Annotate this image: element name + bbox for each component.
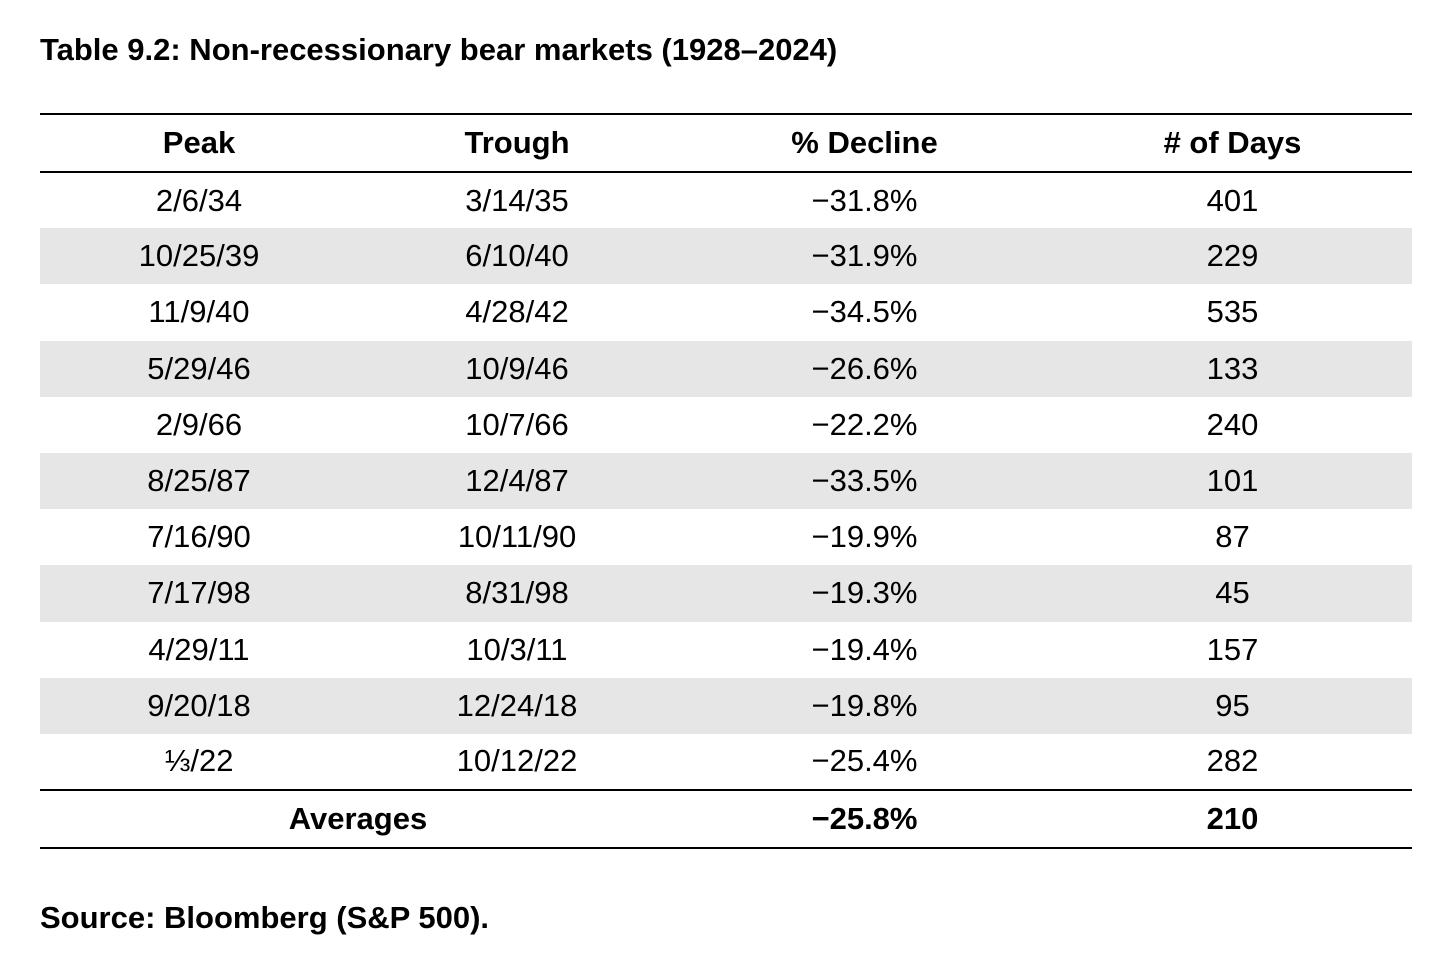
cell-trough: 12/24/18 xyxy=(456,687,578,723)
header-days: # of Days xyxy=(1163,125,1302,160)
table-row: 11/9/40 4/28/42 −34.5% 535 xyxy=(40,284,1412,340)
cell-days: 101 xyxy=(1206,463,1259,499)
cell-days: 133 xyxy=(1206,350,1259,386)
cell-decline: −19.9% xyxy=(811,519,918,555)
cell-peak: 5/29/46 xyxy=(147,350,251,386)
table-row: 7/17/98 8/31/98 −19.3% 45 xyxy=(40,565,1412,622)
table-row: 7/16/90 10/11/90 −19.9% 87 xyxy=(40,509,1412,565)
table-body: 2/6/34 3/14/35 −31.8% 401 10/25/39 6/10/… xyxy=(40,172,1412,790)
cell-peak: 8/25/87 xyxy=(147,463,251,499)
cell-trough: 4/28/42 xyxy=(465,294,569,330)
cell-trough: 10/9/46 xyxy=(465,350,569,386)
cell-decline: −31.9% xyxy=(811,238,918,274)
average-days: 210 xyxy=(1206,801,1259,837)
cell-days: 87 xyxy=(1215,519,1250,555)
cell-trough: 10/7/66 xyxy=(465,406,569,442)
cell-peak: 4/29/11 xyxy=(148,631,250,667)
cell-decline: −33.5% xyxy=(811,463,918,499)
header-decline: % Decline xyxy=(791,125,938,160)
cell-peak: ⅓/22 xyxy=(164,743,234,779)
table-row: 2/9/66 10/7/66 −22.2% 240 xyxy=(40,397,1412,453)
table-footer: Averages −25.8% 210 xyxy=(40,790,1412,849)
cell-decline: −19.8% xyxy=(811,687,918,723)
cell-peak: 9/20/18 xyxy=(147,687,251,723)
table-row: 8/25/87 12/4/87 −33.5% 101 xyxy=(40,452,1412,510)
cell-decline: −22.2% xyxy=(811,406,918,442)
cell-trough: 6/10/40 xyxy=(465,238,569,274)
header-row: Peak Trough % Decline # of Days xyxy=(40,114,1412,172)
averages-label: Averages xyxy=(288,801,428,837)
cell-trough: 10/11/90 xyxy=(457,519,577,555)
source-note: Source: Bloomberg (S&P 500). xyxy=(40,900,490,935)
header-trough: Trough xyxy=(464,125,570,160)
cell-peak: 7/16/90 xyxy=(147,519,251,555)
table-header: Peak Trough % Decline # of Days xyxy=(40,114,1412,172)
cell-decline: −34.5% xyxy=(811,294,918,330)
cell-days: 95 xyxy=(1215,687,1250,723)
cell-peak: 2/9/66 xyxy=(155,406,243,442)
table-row: 9/20/18 12/24/18 −19.8% 95 xyxy=(40,677,1412,734)
cell-decline: −31.8% xyxy=(811,182,918,218)
cell-peak: 2/6/34 xyxy=(155,182,243,218)
cell-peak: 11/9/40 xyxy=(148,294,250,330)
table-row: 10/25/39 6/10/40 −31.9% 229 xyxy=(40,228,1412,285)
cell-days: 45 xyxy=(1215,575,1250,611)
cell-trough: 10/12/22 xyxy=(456,743,578,779)
cell-trough: 3/14/35 xyxy=(465,182,569,218)
cell-decline: −25.4% xyxy=(811,743,918,779)
table-title: Table 9.2: Non-recessionary bear markets… xyxy=(40,32,838,67)
averages-row: Averages −25.8% 210 xyxy=(40,790,1412,849)
cell-trough: 10/3/11 xyxy=(466,631,568,667)
cell-decline: −19.4% xyxy=(811,631,918,667)
cell-trough: 8/31/98 xyxy=(465,575,569,611)
cell-days: 282 xyxy=(1206,743,1259,779)
cell-days: 535 xyxy=(1206,294,1259,330)
header-peak: Peak xyxy=(162,125,236,160)
cell-days: 401 xyxy=(1206,182,1259,218)
cell-decline: −19.3% xyxy=(811,575,918,611)
cell-days: 240 xyxy=(1206,406,1259,442)
cell-days: 157 xyxy=(1206,631,1259,667)
average-decline: −25.8% xyxy=(811,801,918,837)
table-row: ⅓/22 10/12/22 −25.4% 282 xyxy=(40,734,1412,790)
bear-markets-table: Peak Trough % Decline # of Days 2/6/34 3… xyxy=(40,113,1412,849)
cell-peak: 10/25/39 xyxy=(138,238,260,274)
table-row: 2/6/34 3/14/35 −31.8% 401 xyxy=(40,172,1412,228)
cell-decline: −26.6% xyxy=(811,350,918,386)
cell-trough: 12/4/87 xyxy=(465,463,569,499)
table-row: 5/29/46 10/9/46 −26.6% 133 xyxy=(40,340,1412,397)
cell-days: 229 xyxy=(1206,238,1259,274)
cell-peak: 7/17/98 xyxy=(147,575,251,611)
table-row: 4/29/11 10/3/11 −19.4% 157 xyxy=(40,622,1412,678)
